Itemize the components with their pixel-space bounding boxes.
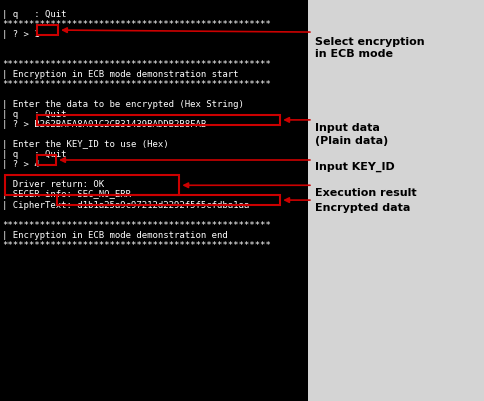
Text: | ? > 4: | ? > 4 (2, 160, 40, 169)
Text: Encrypted data: Encrypted data (315, 203, 410, 213)
Text: | Encryption in ECB mode demonstration end: | Encryption in ECB mode demonstration e… (2, 231, 227, 239)
Bar (307, 0, 484, 401)
Bar (57, 195, 280, 205)
Text: **************************************************: ****************************************… (2, 80, 271, 89)
Text: | ? > B262BAFA8A01C2CB31439BADDB2B8FAB: | ? > B262BAFA8A01C2CB31439BADDB2B8FAB (2, 120, 206, 129)
Text: Input data
(Plain data): Input data (Plain data) (315, 123, 388, 146)
Text: **************************************************: ****************************************… (2, 20, 271, 29)
Text: | Driver return: OK: | Driver return: OK (2, 180, 105, 189)
Bar (5, 175, 179, 195)
Text: | Encryption in ECB mode demonstration start: | Encryption in ECB mode demonstration s… (2, 70, 239, 79)
Text: **************************************************: ****************************************… (2, 241, 271, 249)
Text: Select encryption
in ECB mode: Select encryption in ECB mode (315, 37, 424, 59)
Text: **************************************************: ****************************************… (2, 221, 271, 229)
Text: | Enter the data to be encrypted (Hex String): | Enter the data to be encrypted (Hex St… (2, 100, 244, 109)
Text: | ? > 1: | ? > 1 (2, 30, 40, 39)
Text: | q   : Quit: | q : Quit (2, 150, 67, 159)
Bar (37, 155, 56, 165)
Text: | SECER info: SEC_NO_ERR: | SECER info: SEC_NO_ERR (2, 190, 131, 199)
Text: | q   : Quit: | q : Quit (2, 110, 67, 119)
Bar (0, 0, 307, 401)
Text: | Enter the KEY_ID to use (Hex): | Enter the KEY_ID to use (Hex) (2, 140, 169, 149)
Text: Execution result: Execution result (315, 188, 416, 198)
Bar (37, 115, 280, 125)
Text: **************************************************: ****************************************… (2, 60, 271, 69)
Bar (37, 25, 58, 35)
Text: | CipherText: d1b1a25a9c97212d2292f5f5cfdba1aa: | CipherText: d1b1a25a9c97212d2292f5f5cf… (2, 200, 249, 209)
Text: | q   : Quit: | q : Quit (2, 10, 67, 19)
Text: Input KEY_ID: Input KEY_ID (315, 162, 394, 172)
